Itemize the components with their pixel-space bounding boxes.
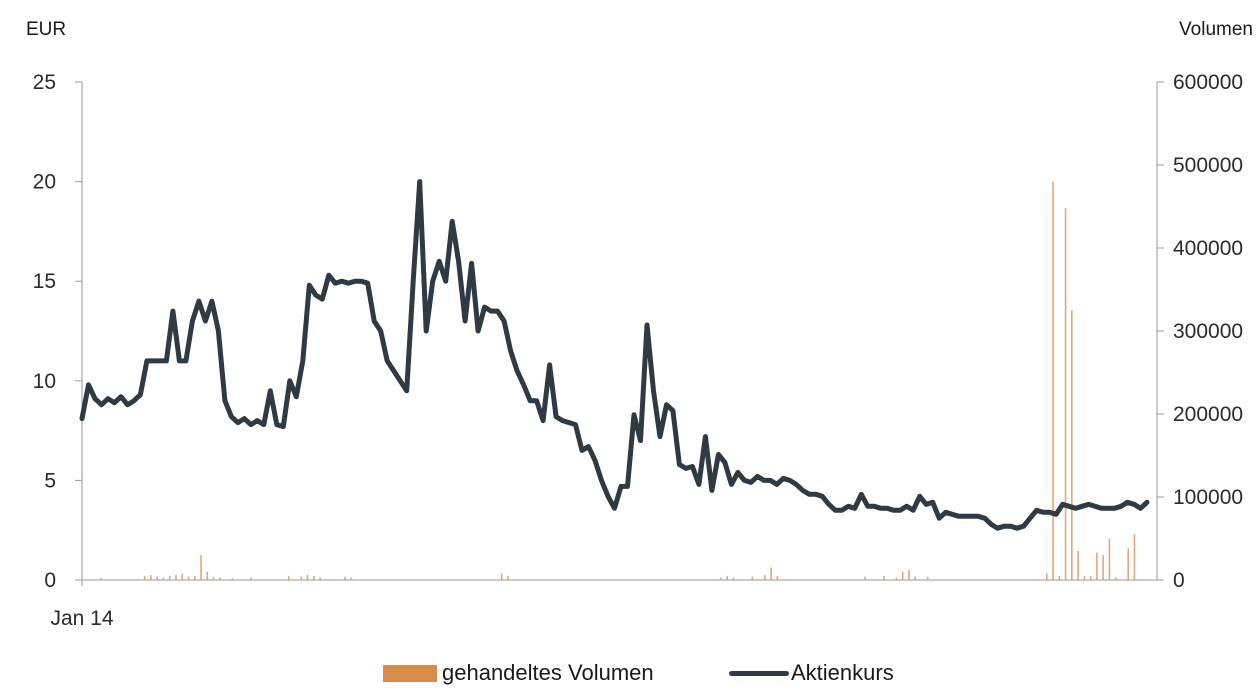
volume-bar (914, 576, 917, 580)
left-tick-label: 15 (33, 270, 56, 293)
volume-bar (150, 575, 152, 580)
volume-bar (306, 575, 309, 580)
volume-bar (1102, 555, 1104, 580)
volume-bar (193, 575, 196, 580)
volume-bar (926, 576, 929, 580)
volume-bar (1058, 575, 1061, 580)
volume-bar (187, 576, 190, 580)
volume-bar (143, 575, 146, 580)
left-tick-label: 25 (33, 71, 56, 94)
right-tick-label: 300000 (1173, 320, 1243, 343)
volume-bar (137, 579, 140, 580)
legend-item-volume: gehandeltes Volumen (383, 660, 654, 686)
right-tick-label: 100000 (1173, 486, 1243, 509)
volume-bar (181, 573, 184, 580)
price-series-line (79, 179, 1150, 531)
volume-bar (300, 576, 303, 580)
volume-bar (908, 570, 910, 580)
volume-bar (168, 575, 171, 580)
volume-bar (156, 576, 158, 580)
right-tick-label: 0 (1173, 569, 1185, 592)
volume-bar (901, 571, 904, 580)
volume-bar (864, 576, 866, 580)
volume-bar (231, 578, 234, 580)
right-tick-label: 400000 (1173, 237, 1243, 260)
volume-bar (99, 578, 102, 580)
volume-bar (764, 575, 766, 580)
volume-bar (720, 577, 722, 580)
volume-bar (1083, 575, 1086, 580)
right-tick-label: 600000 (1173, 71, 1243, 94)
volume-bar (200, 555, 202, 580)
volume-bar (219, 577, 221, 580)
legend-volume-swatch (383, 664, 437, 682)
volume-bar (1133, 534, 1136, 580)
legend-volume-label: gehandeltes Volumen (442, 660, 654, 685)
volume-bar (1127, 548, 1130, 580)
volume-bar (770, 567, 772, 580)
left-tick-label: 20 (33, 171, 56, 194)
volume-bar (751, 576, 754, 580)
volume-bar (1114, 577, 1117, 580)
legend-price-swatch (729, 670, 789, 676)
left-axis-unit-label: EUR (26, 19, 67, 40)
volume-bar (250, 577, 252, 580)
volume-bar (776, 575, 779, 580)
volume-bar (1089, 575, 1092, 580)
volume-bar (350, 577, 353, 580)
x-tick-label: Jan 14 (50, 607, 113, 630)
volume-bar (1096, 552, 1098, 580)
right-axis-unit-label: Volumen (1179, 19, 1253, 40)
right-tick-label: 200000 (1173, 403, 1243, 426)
volume-bar (507, 575, 509, 580)
volume-bar (344, 576, 346, 580)
volume-bar (1071, 310, 1073, 580)
left-tick-label: 10 (33, 370, 56, 393)
volume-bar (287, 575, 290, 580)
volume-bar (726, 575, 729, 580)
legend-item-price: Aktienkurs (729, 660, 894, 686)
volume-bar (1064, 208, 1067, 580)
volume-bar (895, 577, 898, 580)
right-tick-label: 500000 (1173, 154, 1243, 177)
volume-bar (319, 577, 321, 580)
left-tick-label: 5 (44, 469, 56, 492)
legend-price-label: Aktienkurs (791, 660, 894, 685)
volume-bar (500, 573, 503, 580)
volume-bar (883, 575, 885, 580)
volume-bar (1108, 538, 1111, 580)
volume-bar (162, 577, 165, 580)
chart-legend: gehandeltes Volumen Aktienkurs (0, 660, 1259, 690)
volume-bar (1052, 181, 1054, 580)
volume-bar (175, 575, 177, 580)
volume-bar (1077, 550, 1079, 580)
left-tick-label: 0 (44, 569, 56, 592)
volume-bar (1045, 573, 1048, 580)
volume-bar (206, 571, 209, 580)
volume-bar (312, 575, 315, 580)
volume-bar (212, 576, 215, 580)
volume-bar (732, 577, 735, 580)
